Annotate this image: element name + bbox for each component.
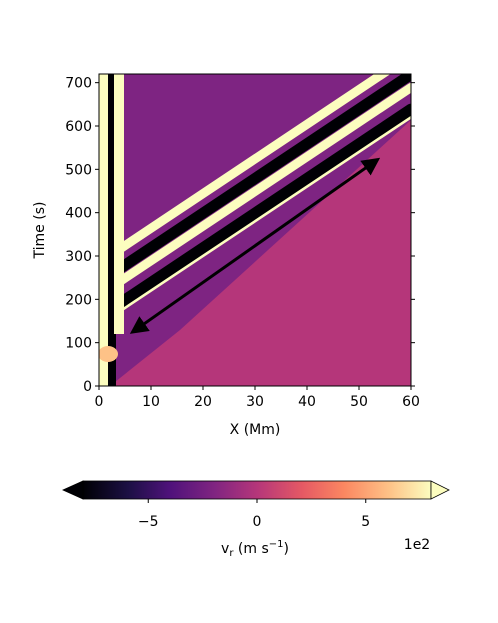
x-tick-label: 30 (246, 394, 264, 410)
colorbar: −5 0 5 vr (m s−1) 1e2 (62, 480, 450, 559)
heatmap-source-dark (108, 74, 116, 386)
colorbar-tick-label: −5 (138, 514, 159, 530)
colorbar-label-close: ) (284, 541, 289, 557)
heatmap-source-flash (99, 346, 118, 362)
y-axis-label: Time (s) (32, 202, 48, 260)
colorbar-ticks: −5 0 5 (138, 499, 370, 530)
y-tick-label: 700 (65, 76, 92, 92)
x-tick-label: 40 (298, 394, 316, 410)
y-tick-label: 100 (65, 336, 92, 352)
colorbar-label-units: (m s (233, 541, 268, 557)
colorbar-extend-low (62, 480, 84, 500)
x-axis-label: X (Mm) (230, 422, 281, 438)
x-tick-label: 50 (350, 394, 368, 410)
colorbar-label-exponent: −1 (269, 539, 284, 550)
colorbar-label-subscript: r (229, 548, 234, 559)
y-axis: 0 100 200 300 400 500 600 700 (65, 76, 415, 395)
y-tick-label: 400 (65, 206, 92, 222)
colorbar-tick-label: 0 (253, 514, 262, 530)
y-tick-label: 500 (65, 162, 92, 178)
x-axis: 0 10 20 30 40 50 60 (95, 386, 420, 410)
colorbar-extend-high (430, 480, 450, 500)
plot-area (99, 74, 411, 386)
heatmap-source-bright (114, 74, 124, 334)
colorbar-offset-text: 1e2 (404, 537, 430, 553)
y-tick-label: 0 (83, 379, 92, 395)
colorbar-label-symbol: v (221, 541, 229, 557)
x-tick-label: 10 (142, 394, 160, 410)
colorbar-label: vr (m s−1) (221, 539, 289, 559)
x-tick-label: 0 (95, 394, 104, 410)
y-tick-label: 600 (65, 119, 92, 135)
colorbar-tick-label: 5 (361, 514, 370, 530)
y-tick-label: 200 (65, 292, 92, 308)
propagation-arrow (129, 157, 381, 334)
x-tick-label: 60 (402, 394, 420, 410)
y-tick-label: 300 (65, 249, 92, 265)
colorbar-gradient (82, 480, 432, 500)
x-tick-label: 20 (194, 394, 212, 410)
